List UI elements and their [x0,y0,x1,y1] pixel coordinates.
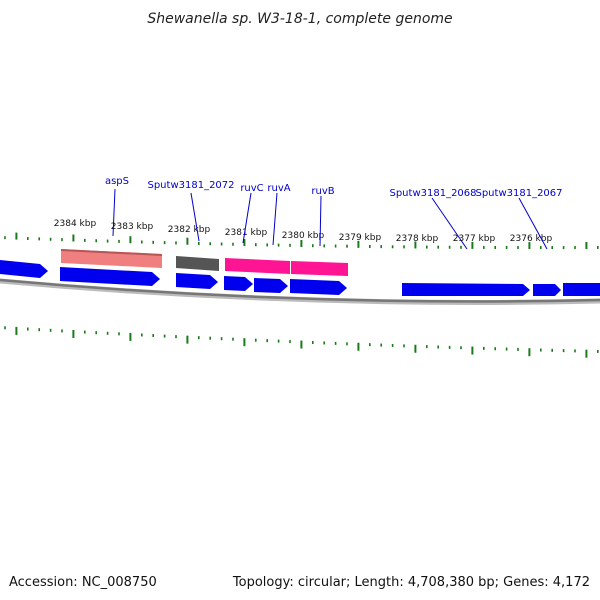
gene-label-aspS[interactable]: aspS [105,176,129,187]
gene-label-ruvA[interactable]: ruvA [267,183,290,194]
gene-aspS-block-shade [61,249,162,256]
gene-arrow[interactable] [402,283,530,296]
gene-sputw3181-2072-block[interactable] [176,256,219,271]
kbp-label: 2384 kbp [54,219,97,229]
gene-label-ruvC[interactable]: ruvC [240,183,263,194]
gene-arrow[interactable] [563,283,600,296]
leader-line [190,192,200,242]
kbp-label: 2379 kbp [339,233,382,243]
genome-backbone [0,278,600,303]
upper-tick-track [4,232,599,250]
leader-line [272,192,278,246]
gene-arrow[interactable] [254,278,288,293]
gene-arrow[interactable] [290,279,347,295]
gene-label-sputw3181-2067[interactable]: Sputw3181_2067 [475,188,562,199]
gene-label-sputw3181-2068[interactable]: Sputw3181_2068 [389,188,476,199]
forward-gene-track [0,260,600,296]
kbp-label: 2383 kbp [111,222,154,232]
lower-tick-track [4,326,599,358]
accession-text: Accession: NC_008750 [9,575,157,590]
gene-arrow[interactable] [60,267,160,286]
kbp-label: 2376 kbp [510,234,553,244]
gene-arrow[interactable] [224,276,253,291]
leader-line [431,197,468,250]
gene-arrow[interactable] [0,260,48,278]
kbp-label: 2380 kbp [282,231,325,241]
kbp-scale: 2384 kbp 2383 kbp 2382 kbp 2381 kbp 2380… [54,219,553,244]
kbp-label: 2377 kbp [453,234,496,244]
kbp-label: 2378 kbp [396,234,439,244]
leader-line [518,197,548,250]
kbp-label: 2382 kbp [168,225,211,235]
gene-arrow[interactable] [176,273,218,289]
gene-label-leaders [112,188,548,250]
leader-line [242,192,252,244]
gene-label-sputw3181-2072[interactable]: Sputw3181_2072 [147,180,234,191]
gene-arrow[interactable] [533,284,561,296]
upper-feature-track [61,249,348,276]
gene-ruvB-block[interactable] [291,261,348,276]
genome-summary-text: Topology: circular; Length: 4,708,380 bp… [232,575,590,590]
gene-label-ruvB[interactable]: ruvB [311,186,334,197]
gene-labels: aspS Sputw3181_2072 ruvC ruvA ruvB Sputw… [105,176,563,199]
gene-ruvC-ruvA-block[interactable] [225,258,290,274]
leader-line [319,195,322,247]
map-title: Shewanella sp. W3-18-1, complete genome [147,11,452,27]
kbp-label: 2381 kbp [225,228,268,238]
leader-line [112,188,116,237]
